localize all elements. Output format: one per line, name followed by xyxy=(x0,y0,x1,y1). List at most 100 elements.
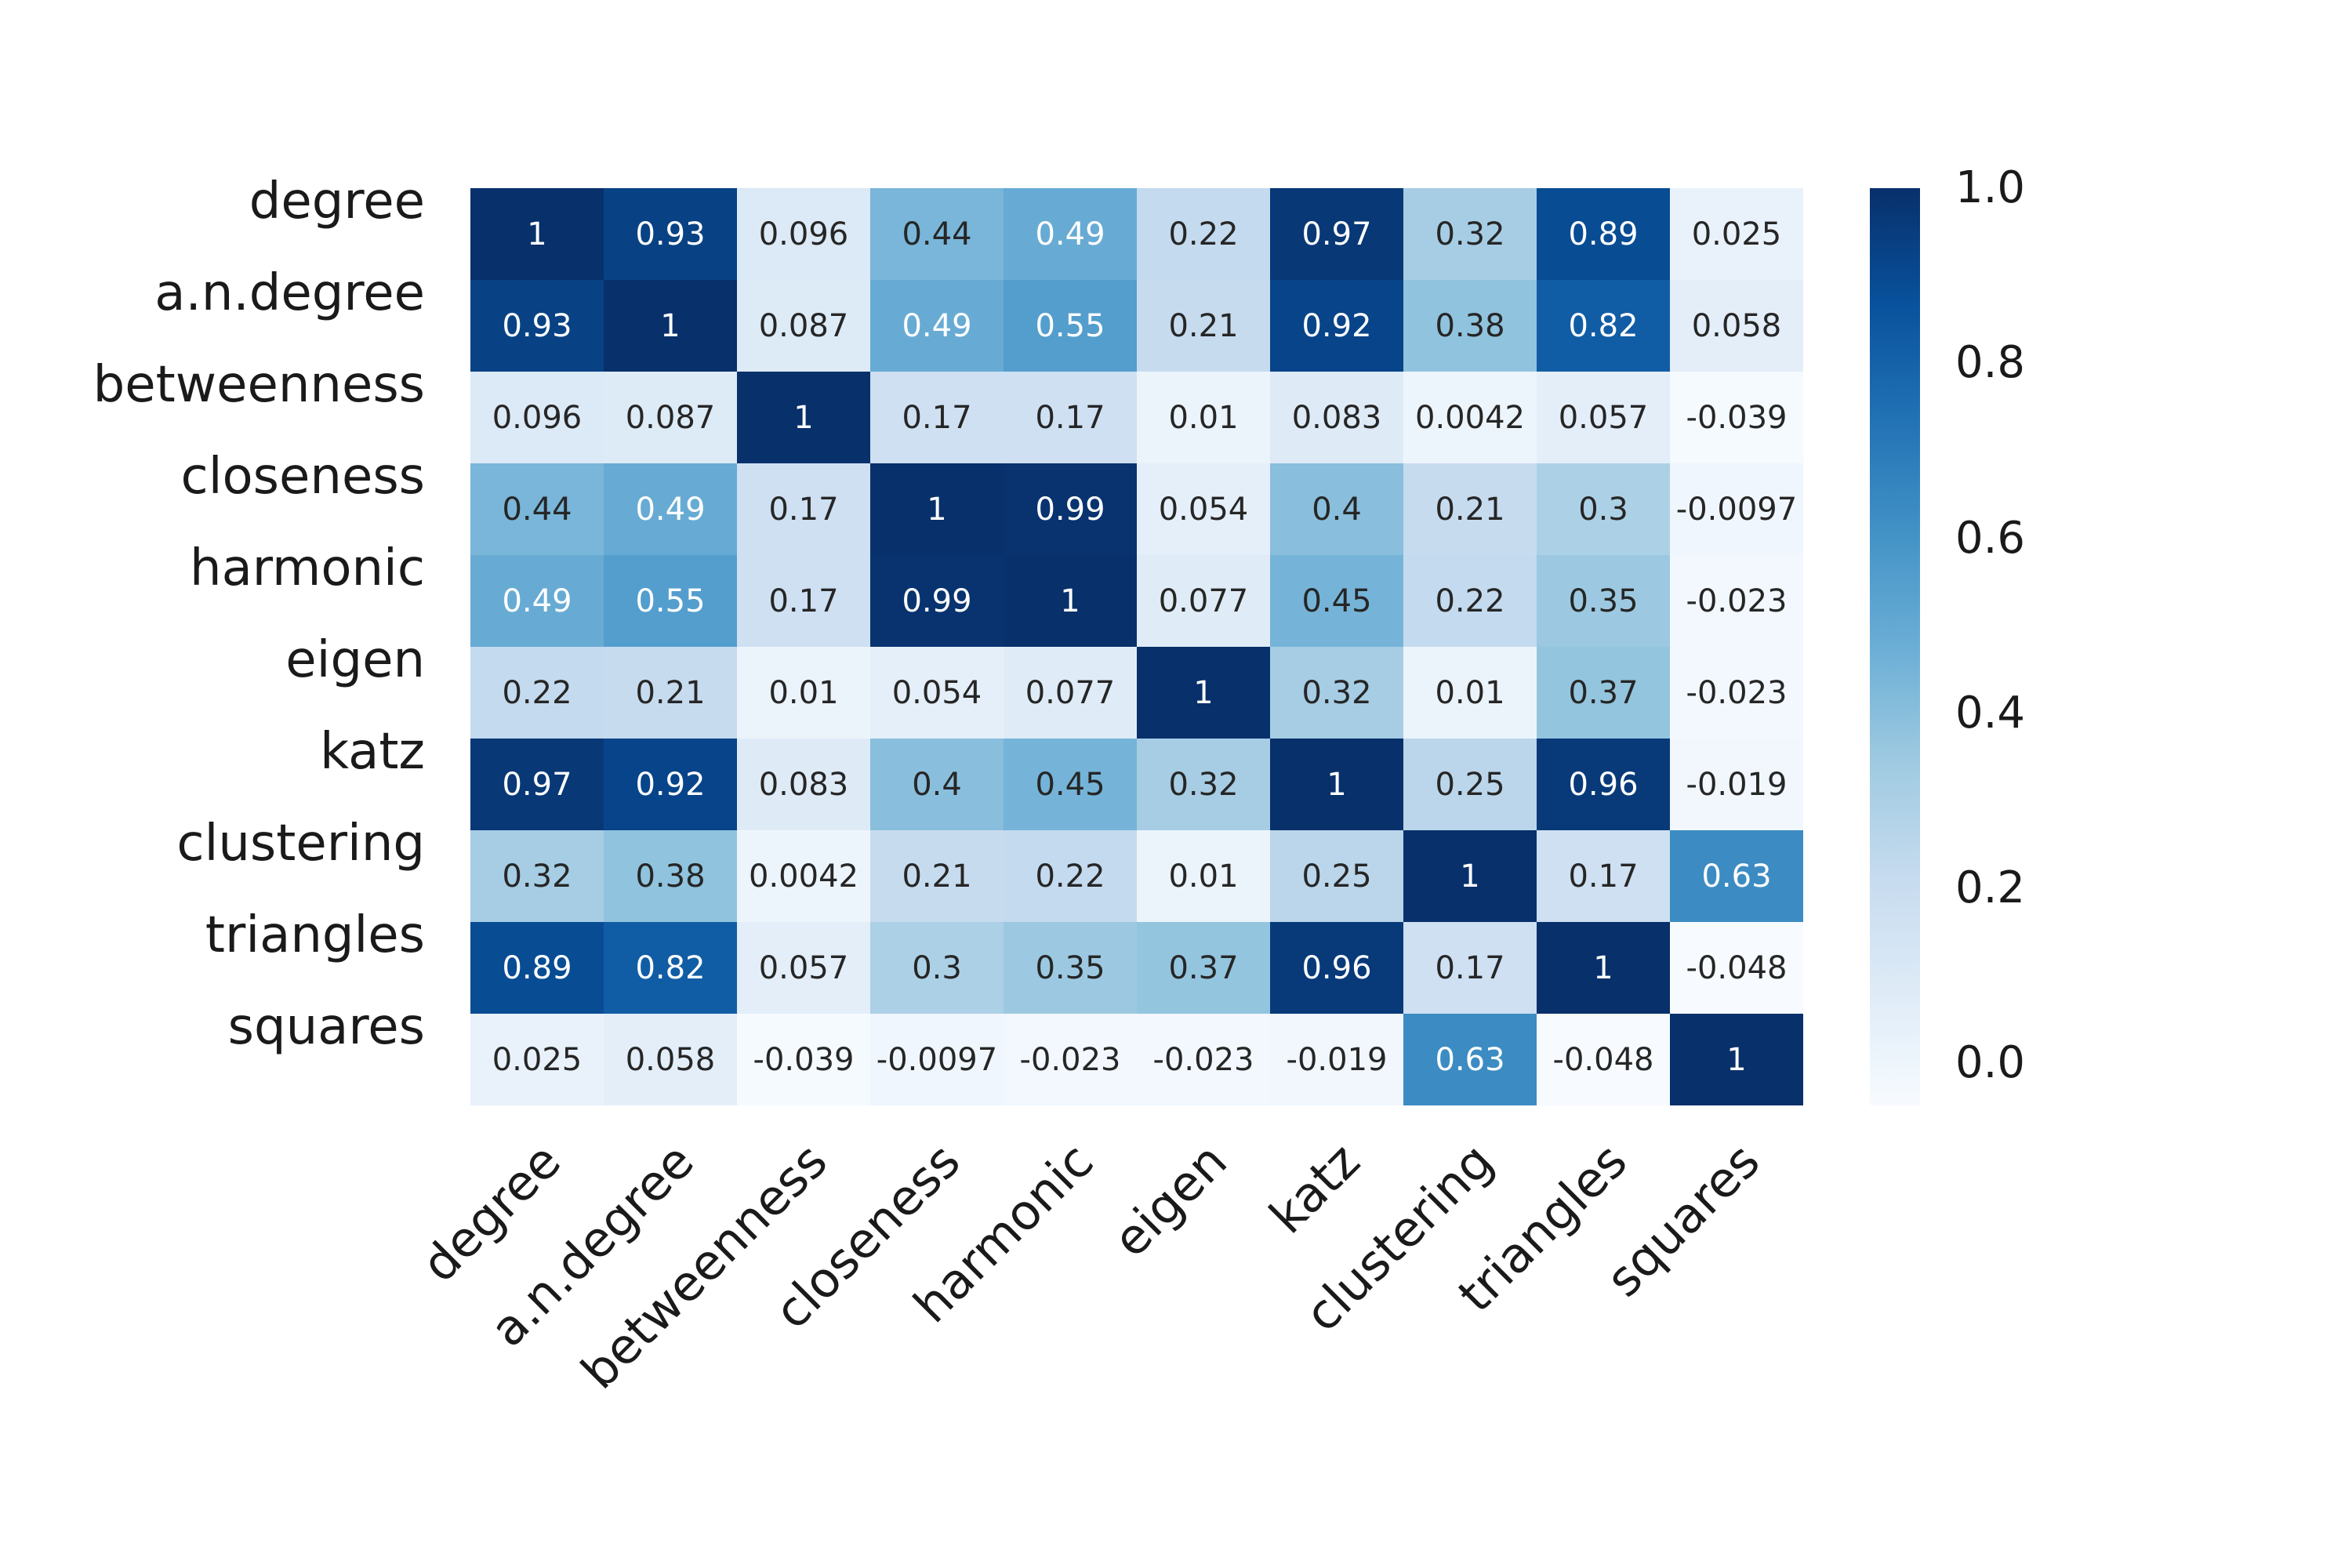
heatmap-cell-value: -0.023 xyxy=(1019,1041,1121,1078)
heatmap-cell: -0.023 xyxy=(1004,1014,1137,1105)
heatmap-cell: 0.92 xyxy=(604,739,737,830)
heatmap-cell-value: 0.17 xyxy=(1035,399,1105,436)
heatmap-cell-value: 0.083 xyxy=(1291,399,1382,436)
heatmap-cell: 0.35 xyxy=(1004,922,1137,1014)
heatmap-cell-value: 1 xyxy=(1060,583,1080,619)
heatmap-cell-value: 0.89 xyxy=(502,949,572,986)
heatmap-cell-value: 0.17 xyxy=(768,583,839,619)
heatmap-cell: 0.22 xyxy=(1403,555,1537,647)
heatmap-cell: 1 xyxy=(1403,830,1537,922)
heatmap-cell-value: 0.44 xyxy=(902,216,972,252)
heatmap-cell: 0.35 xyxy=(1537,555,1670,647)
heatmap-cell: 1 xyxy=(604,280,737,372)
heatmap-cell: 0.49 xyxy=(1004,188,1137,280)
heatmap-cell-value: 0.083 xyxy=(758,766,849,803)
heatmap-cell-value: 0.21 xyxy=(635,674,706,711)
heatmap-cell: 0.32 xyxy=(1270,647,1403,739)
heatmap-cell: -0.019 xyxy=(1670,739,1803,830)
heatmap-cell-value: 0.087 xyxy=(625,399,716,436)
heatmap-cell-value: -0.048 xyxy=(1552,1041,1654,1078)
heatmap-cell: 0.01 xyxy=(1137,830,1270,922)
heatmap-cell: -0.023 xyxy=(1670,555,1803,647)
colorbar-tick-label-0.6: 0.6 xyxy=(1955,512,2026,564)
heatmap-cell-value: 0.38 xyxy=(635,858,706,895)
heatmap-cell: 0.45 xyxy=(1270,555,1403,647)
y-tick-label-eigen: eigen xyxy=(285,630,425,689)
heatmap-cell-value: 0.025 xyxy=(1691,216,1782,252)
heatmap-cell-value: 0.0042 xyxy=(749,858,858,895)
heatmap-cell: 1 xyxy=(1670,1014,1803,1105)
heatmap-cell-value: 0.82 xyxy=(1568,307,1639,344)
heatmap-cell: 0.38 xyxy=(1403,280,1537,372)
heatmap-cell: 0.82 xyxy=(1537,280,1670,372)
heatmap-cell: 0.93 xyxy=(470,280,604,372)
heatmap-cell: 0.49 xyxy=(604,463,737,555)
heatmap-cell-value: 0.44 xyxy=(502,491,572,528)
heatmap-cell: 0.0042 xyxy=(1403,372,1537,463)
heatmap-cell: 0.55 xyxy=(604,555,737,647)
heatmap-cell-value: 0.93 xyxy=(502,307,572,344)
heatmap-cell-value: 1 xyxy=(1460,858,1480,895)
heatmap-cell: 0.22 xyxy=(470,647,604,739)
heatmap-cell: 0.057 xyxy=(1537,372,1670,463)
heatmap-cell-value: -0.039 xyxy=(1686,399,1788,436)
heatmap-cell-value: 0.49 xyxy=(902,307,972,344)
heatmap-cell: 0.17 xyxy=(1403,922,1537,1014)
heatmap-cell: 0.82 xyxy=(604,922,737,1014)
y-tick-label-triangles: triangles xyxy=(205,906,425,964)
heatmap-cell-value: 0.058 xyxy=(625,1041,716,1078)
heatmap-cell-value: 0.32 xyxy=(502,858,572,895)
heatmap-cell: 0.096 xyxy=(470,372,604,463)
heatmap-cell: 0.32 xyxy=(1137,739,1270,830)
heatmap-cell-value: 0.49 xyxy=(635,491,706,528)
heatmap-cell-value: 1 xyxy=(1593,949,1613,986)
heatmap-cell-value: 0.21 xyxy=(1168,307,1239,344)
heatmap-cell-value: 0.096 xyxy=(758,216,849,252)
heatmap-cell-value: 0.057 xyxy=(1558,399,1649,436)
heatmap-cell: 0.32 xyxy=(470,830,604,922)
heatmap-cell: -0.019 xyxy=(1270,1014,1403,1105)
heatmap-cell-value: 0.89 xyxy=(1568,216,1639,252)
heatmap-cell-value: 0.3 xyxy=(1578,491,1628,528)
heatmap-cell-value: 0.93 xyxy=(635,216,706,252)
heatmap-cell-value: 0.025 xyxy=(492,1041,583,1078)
heatmap-cell: 0.083 xyxy=(737,739,870,830)
heatmap-cell: 0.087 xyxy=(737,280,870,372)
heatmap-cell: 0.45 xyxy=(1004,739,1137,830)
heatmap-cell: 0.37 xyxy=(1137,922,1270,1014)
heatmap-cell-value: 0.22 xyxy=(1168,216,1239,252)
heatmap-cell: 0.01 xyxy=(1137,372,1270,463)
heatmap-cell: 0.89 xyxy=(1537,188,1670,280)
heatmap-cell: 0.93 xyxy=(604,188,737,280)
heatmap-cell-value: 0.82 xyxy=(635,949,706,986)
heatmap-cell-value: 1 xyxy=(1327,766,1347,803)
heatmap-cell: 0.21 xyxy=(1403,463,1537,555)
heatmap-cell-value: 1 xyxy=(1193,674,1214,711)
heatmap-cell-value: 0.01 xyxy=(1435,674,1505,711)
heatmap-cell: 0.44 xyxy=(470,463,604,555)
heatmap-cell: 0.21 xyxy=(870,830,1004,922)
heatmap-cell-value: 0.054 xyxy=(1158,491,1249,528)
heatmap-cell-value: -0.023 xyxy=(1152,1041,1254,1078)
heatmap-cell-value: 0.25 xyxy=(1435,766,1505,803)
heatmap-cell: 0.99 xyxy=(870,555,1004,647)
heatmap-cell-value: 0.057 xyxy=(758,949,849,986)
heatmap-cell: 1 xyxy=(1537,922,1670,1014)
y-tick-label-closeness: closeness xyxy=(180,447,425,506)
heatmap-cell: -0.023 xyxy=(1670,647,1803,739)
heatmap-cell: 0.38 xyxy=(604,830,737,922)
heatmap-cell: 0.32 xyxy=(1403,188,1537,280)
heatmap-cell: 0.49 xyxy=(470,555,604,647)
heatmap-cell-value: 0.22 xyxy=(1435,583,1505,619)
heatmap-cell: 0.077 xyxy=(1004,647,1137,739)
heatmap-cell: 0.096 xyxy=(737,188,870,280)
heatmap-cell: 0.97 xyxy=(470,739,604,830)
heatmap-cell: -0.0097 xyxy=(1670,463,1803,555)
heatmap-cell-value: 0.054 xyxy=(891,674,982,711)
heatmap-cell-value: 0.63 xyxy=(1435,1041,1505,1078)
heatmap-cell-value: 0.92 xyxy=(1301,307,1372,344)
heatmap-cell: 1 xyxy=(1270,739,1403,830)
heatmap-cell-value: 0.63 xyxy=(1701,858,1772,895)
heatmap-cell: -0.023 xyxy=(1137,1014,1270,1105)
